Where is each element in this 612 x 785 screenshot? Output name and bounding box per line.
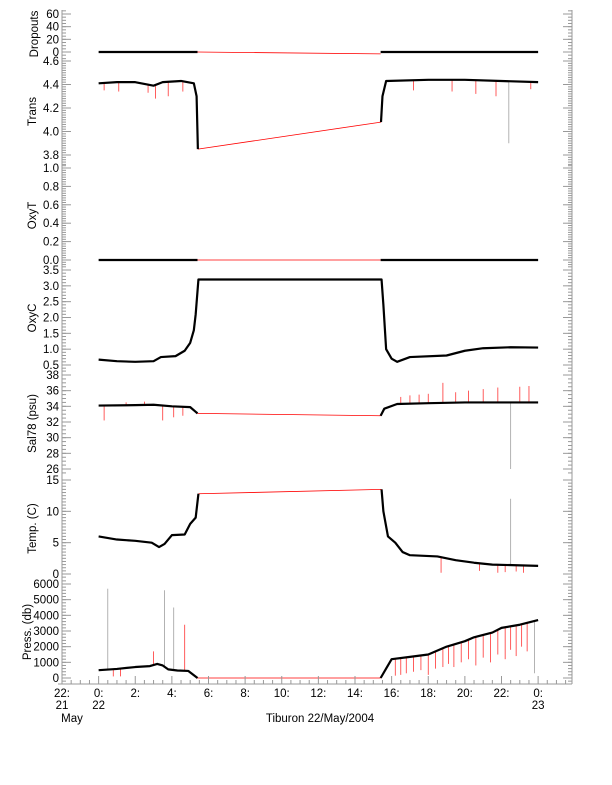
y-tick-label: 30 [46,433,59,445]
y-tick-label: 3.8 [43,150,59,162]
x-tick-date-label: 21 [56,700,69,712]
y-tick-label: 0.0 [43,255,59,267]
series-line [98,493,200,549]
y-axis-label: Temp. (C) [27,503,39,554]
panel-press-db: 0 1000 2000 3000 4000 5000 6000 Press. (db) [22,579,573,685]
y-tick-label: 40 [46,22,59,34]
x-tick-label: 0: [94,688,104,700]
interpolated-gap-line [197,412,381,417]
x-tick-label: 6: [204,688,214,700]
y-tick-label: 1.0 [43,163,59,175]
y-tick-label: 36 [46,386,59,398]
y-tick-label: 0.4 [43,218,60,230]
y-tick-label: 2.0 [43,313,59,325]
chart-panels: 0204060Dropouts3.84.04.24.44.6Trans0.00.… [22,9,573,685]
y-tick-label: 26 [46,464,59,476]
y-axis-label: Dropouts [29,10,41,57]
series-line [98,79,199,150]
x-tick-label: 2: [130,688,140,700]
x-tick-label: 20: [457,688,473,700]
y-tick-label: 1.0 [43,344,59,356]
panel-sal78-psu: 26 28 30 32 34 36 38 Sal78 (psu) [27,370,573,477]
y-tick-label: 28 [46,448,59,460]
y-tick-label: 4.2 [43,103,59,115]
interpolated-gap-line [198,489,382,495]
series-line [380,489,539,567]
y-tick-label: 0.5 [43,360,59,372]
y-tick-label: 1.5 [43,328,59,340]
y-axis-label: Press. (db) [22,604,34,660]
y-tick-label: 0 [53,673,59,685]
x-tick-label: 8: [240,688,250,700]
series-line [98,278,539,363]
panel-temp-c: 0 5 10 15 Temp. (C) [27,475,573,581]
panel-oxyt: 0.0 0.2 0.4 0.6 0.8 1.0 OxyT [27,163,573,267]
y-tick-label: 3.5 [43,265,59,277]
x-axis-label: Tiburon 22/May/2004 [266,713,375,725]
series-line [379,78,539,123]
y-tick-label: 15 [46,475,59,487]
y-tick-label: 2.5 [43,297,59,309]
x-tick-label: 10: [274,688,290,700]
x-tick-label: 18: [420,688,436,700]
panel-trans: 3.8 4.0 4.2 4.4 4.6 Trans [27,56,573,165]
y-tick-label: 32 [46,417,59,429]
x-tick-label: 14: [347,688,363,700]
x-tick-label: 4: [167,688,177,700]
y-tick-label: 1000 [33,657,59,669]
y-tick-label: 5 [53,538,59,550]
interpolated-gap-line [197,51,381,55]
y-axis-label: OxyT [27,202,39,229]
y-tick-label: 2000 [33,642,59,654]
x-tick-date-label: 22 [92,700,105,712]
series-line [379,401,539,417]
y-tick-label: 0.6 [43,200,59,212]
y-tick-label: 20 [46,34,59,46]
y-axis-label: OxyC [27,304,39,333]
y-tick-label: 4000 [33,610,59,622]
series-line [98,662,199,679]
panel-oxyc: 0.5 1.0 1.5 2.0 2.5 3.0 3.5 OxyC [27,265,573,372]
x-tick-month-label: May [61,713,83,725]
series-line [379,618,539,679]
interpolated-gap-line [197,121,382,150]
x-tick-label: 22: [54,688,70,700]
y-tick-label: 3000 [33,626,59,638]
y-tick-label: 4.4 [43,80,60,92]
series-line [98,403,199,415]
y-tick-label: 0 [53,47,59,59]
y-axis-label: Sal78 (psu) [27,394,39,453]
y-tick-label: 4.0 [43,127,59,139]
y-tick-label: 10 [46,506,59,518]
x-tick-date-label: 23 [532,700,545,712]
y-tick-label: 34 [46,401,59,413]
x-tick-label: 16: [384,688,400,700]
x-tick-label: 22: [493,688,509,700]
y-tick-label: 4.6 [43,56,59,68]
y-tick-label: 3.0 [43,281,59,293]
y-tick-label: 6000 [33,579,59,591]
y-tick-label: 0.8 [43,181,59,193]
y-tick-label: 38 [46,370,59,382]
y-tick-label: 0.2 [43,237,59,249]
y-tick-label: 5000 [33,595,59,607]
y-tick-label: 60 [46,9,59,21]
x-tick-label: 0: [533,688,543,700]
x-tick-label: 12: [310,688,326,700]
y-axis-label: Trans [27,97,39,126]
y-tick-label: 0 [53,569,59,581]
